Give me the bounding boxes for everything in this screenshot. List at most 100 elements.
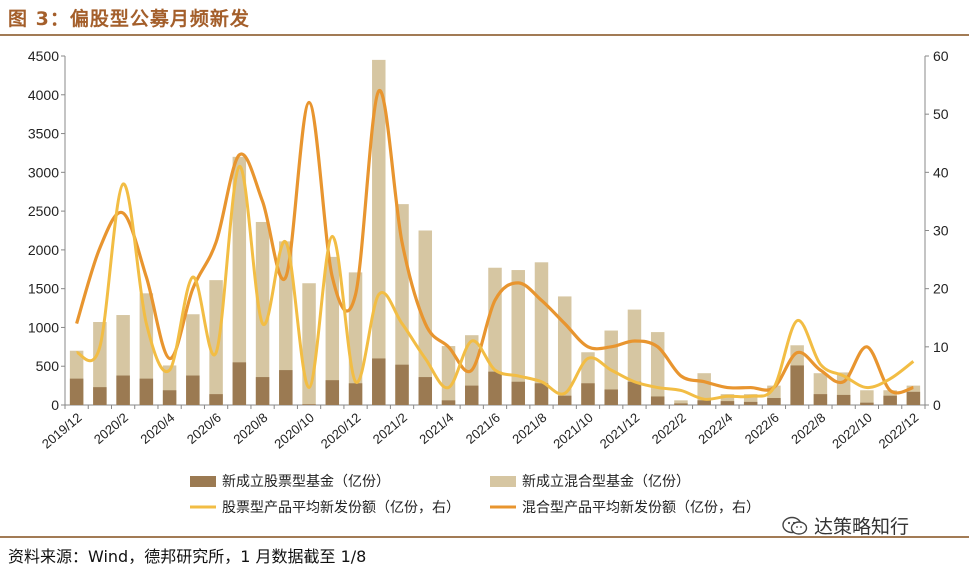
- wechat-icon: [782, 516, 808, 535]
- y-left-tick-label: 1000: [28, 319, 59, 335]
- bottom-rule: [0, 536, 969, 538]
- bar-stock: [162, 390, 177, 405]
- y-right-tick-label: 10: [933, 339, 949, 355]
- bar-stock: [488, 371, 502, 405]
- chart: 0 500 1000 1500 2000 2500 3000 3500 4000 4500 0 10 2…: [28, 48, 949, 516]
- bar-stock: [186, 375, 200, 405]
- legend-label: 股票型产品平均新发份额（亿份，右）: [222, 500, 460, 516]
- legend-label: 混合型产品平均新发份额（亿份，右）: [522, 500, 760, 516]
- bar-stock: [348, 383, 363, 405]
- bar-mixed: [604, 330, 618, 405]
- bar-stock: [279, 370, 293, 405]
- x-tick-label: 2020/6: [184, 410, 224, 447]
- bar-stock: [534, 383, 549, 405]
- bar-stock: [790, 365, 804, 405]
- x-tick-label: 2022/10: [829, 410, 875, 452]
- bar-stock: [441, 400, 456, 405]
- bar-stock: [511, 381, 525, 405]
- bar-stock: [720, 401, 735, 405]
- bar-mixed: [209, 280, 223, 405]
- bar-stock: [860, 402, 874, 405]
- bar-stock: [93, 387, 107, 405]
- bar-stock: [767, 398, 781, 405]
- bar-mixed: [93, 322, 107, 405]
- x-tick-label: 2021/12: [597, 410, 643, 452]
- x-tick-label: 2019/12: [39, 410, 85, 452]
- legend-label: 新成立股票型基金（亿份）: [222, 473, 390, 490]
- y-left-tick-label: 0: [51, 397, 59, 413]
- bar-stock: [557, 395, 572, 405]
- y-left-tick-label: 2000: [28, 242, 59, 258]
- watermark-text: 达策略知行: [814, 516, 910, 538]
- x-tick-label: 2021/10: [550, 410, 596, 452]
- bar-mixed: [441, 346, 456, 405]
- legend-swatch: [190, 476, 216, 487]
- bar-stock: [116, 375, 130, 405]
- line-mixed-avg: [75, 89, 914, 395]
- y-left-tick-label: 500: [36, 358, 60, 374]
- line-stock-avg: [76, 165, 915, 401]
- bar-stock: [69, 378, 84, 405]
- x-tick-label: 2021/8: [509, 410, 549, 447]
- source-note: 资料来源：Wind，德邦研究所，1 月数据截至 1/8: [8, 547, 367, 566]
- x-tick-label: 2021/4: [416, 410, 456, 447]
- y-right-tick-label: 20: [933, 281, 949, 297]
- bar-stock: [697, 400, 711, 405]
- bar-stock: [302, 404, 316, 405]
- x-tick-label: 2021/6: [463, 410, 503, 447]
- y-left-tick-label: 3000: [28, 164, 59, 180]
- legend-label: 新成立混合型基金（亿份）: [522, 473, 690, 490]
- bar-mixed: [255, 221, 270, 405]
- bar-stock: [139, 378, 154, 405]
- watermark: 达策略知行: [782, 512, 909, 539]
- x-tick-label: 2022/12: [876, 410, 922, 452]
- x-tick-label: 2020/10: [271, 410, 317, 452]
- bar-mixed: [743, 394, 758, 405]
- bar-stock: [465, 385, 479, 405]
- x-tick-label: 2020/8: [230, 410, 270, 447]
- bar-stock: [325, 380, 340, 405]
- bar-stock: [627, 381, 642, 405]
- x-tick-label: 2022/2: [649, 410, 689, 447]
- bar-stock: [581, 383, 595, 405]
- y-right-tick-label: 40: [933, 164, 949, 180]
- y-right-tick-label: 60: [933, 48, 949, 64]
- bar-mixed: [139, 293, 154, 405]
- x-tick-label: 2022/8: [788, 410, 828, 447]
- y-left-tick-label: 1500: [28, 281, 59, 297]
- bar-stock: [418, 377, 433, 405]
- top-rule: [0, 34, 969, 36]
- x-tick-label: 2020/4: [137, 410, 177, 447]
- bar-mixed: [232, 156, 247, 405]
- y-right-tick-label: 50: [933, 106, 949, 122]
- figure-title: 图 3：偏股型公募月频新发: [8, 8, 250, 30]
- bar-stock: [743, 401, 758, 405]
- bar-mixed: [860, 390, 874, 405]
- bar-stock: [255, 377, 270, 405]
- y-left-tick-label: 2500: [28, 203, 59, 219]
- bar-mixed: [279, 241, 293, 405]
- bar-stock: [650, 396, 665, 405]
- bar-stock: [836, 394, 851, 405]
- bar-mixed: [511, 270, 525, 405]
- x-tick-label: 2020/12: [318, 410, 364, 452]
- legend-swatch: [490, 476, 516, 487]
- x-tick-label: 2022/4: [695, 410, 735, 447]
- x-tick-label: 2021/2: [370, 410, 410, 447]
- y-left-tick-label: 4500: [28, 48, 59, 64]
- bar-stock: [674, 403, 688, 405]
- y-right-tick-label: 30: [933, 223, 949, 239]
- bar-stock: [372, 358, 386, 405]
- x-tick-label: 2020/2: [91, 410, 131, 447]
- bar-stock: [906, 391, 921, 405]
- y-right-tick-label: 0: [933, 397, 941, 413]
- bar-stock: [209, 394, 223, 405]
- bar-stock: [232, 362, 247, 405]
- bar-mixed: [720, 394, 735, 405]
- bar-stock: [813, 394, 828, 405]
- bar-mixed: [372, 59, 386, 405]
- y-left-tick-label: 3500: [28, 126, 59, 142]
- bar-stock: [883, 395, 897, 405]
- bar-stock: [395, 364, 409, 405]
- bar-stock: [604, 389, 618, 405]
